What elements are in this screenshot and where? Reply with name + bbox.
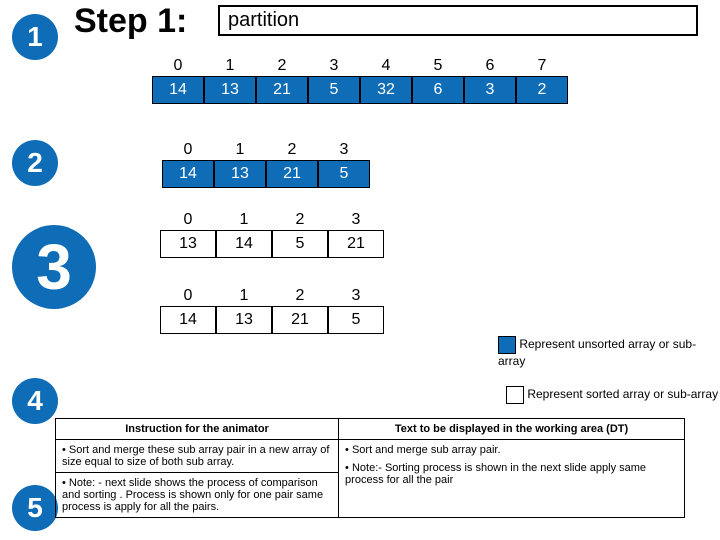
array-0-cell-3: 5 <box>308 76 360 104</box>
array-1-cell-1: 13 <box>214 160 266 188</box>
step-title: Step 1: <box>74 2 187 41</box>
array-3: 014 113 221 35 <box>160 286 384 334</box>
array-2-cell-3: 21 <box>328 230 384 258</box>
array-0-cell-6: 3 <box>464 76 516 104</box>
array-1-idx-3: 3 <box>340 140 349 160</box>
legend-sorted: Represent sorted array or sub-array <box>506 386 718 404</box>
instruction-table: Instruction for the animator Text to be … <box>55 418 685 518</box>
array-1-cell-3: 5 <box>318 160 370 188</box>
step-badge-4: 4 <box>12 378 58 424</box>
array-2: 013 114 25 321 <box>160 210 384 258</box>
array-0-idx-7: 7 <box>538 56 547 76</box>
legend-unsorted-label: Represent unsorted array or sub-array <box>498 337 696 368</box>
legend-swatch-sorted <box>506 386 524 404</box>
legend-swatch-unsorted <box>498 336 516 354</box>
array-3-cell-0: 14 <box>160 306 216 334</box>
instr-left-2: • Note: - next slide shows the process o… <box>56 473 339 518</box>
array-2-idx-2: 2 <box>296 210 305 230</box>
legend-sorted-label: Represent sorted array or sub-array <box>527 387 718 401</box>
array-0-idx-4: 4 <box>382 56 391 76</box>
array-3-cell-3: 5 <box>328 306 384 334</box>
array-3-idx-1: 1 <box>240 286 249 306</box>
step-badge-1: 1 <box>12 14 58 60</box>
array-3-idx-0: 0 <box>184 286 193 306</box>
array-0-cell-1: 13 <box>204 76 256 104</box>
instr-right-2: • Note:- Sorting process is shown in the… <box>345 462 678 486</box>
array-2-idx-1: 1 <box>240 210 249 230</box>
instr-right: • Sort and merge sub array pair. • Note:… <box>339 440 685 518</box>
step-badge-2: 2 <box>12 140 58 186</box>
array-2-idx-0: 0 <box>184 210 193 230</box>
array-0-idx-3: 3 <box>330 56 339 76</box>
array-0-idx-1: 1 <box>226 56 235 76</box>
instr-header-left: Instruction for the animator <box>56 419 339 440</box>
instr-header-right: Text to be displayed in the working area… <box>339 419 685 440</box>
array-1-idx-1: 1 <box>236 140 245 160</box>
array-2-cell-2: 5 <box>272 230 328 258</box>
array-2-cell-1: 14 <box>216 230 272 258</box>
step-badge-3: 3 <box>12 225 96 309</box>
array-1-idx-0: 0 <box>184 140 193 160</box>
array-0-idx-0: 0 <box>174 56 183 76</box>
array-3-idx-2: 2 <box>296 286 305 306</box>
array-3-cell-1: 13 <box>216 306 272 334</box>
instr-right-1: • Sort and merge sub array pair. <box>345 444 678 456</box>
partition-box: partition <box>218 5 698 36</box>
array-0-cell-4: 32 <box>360 76 412 104</box>
array-2-cell-0: 13 <box>160 230 216 258</box>
array-3-idx-3: 3 <box>352 286 361 306</box>
array-1: 014 113 221 35 <box>162 140 370 188</box>
array-0-cell-7: 2 <box>516 76 568 104</box>
array-0-idx-6: 6 <box>486 56 495 76</box>
array-0-idx-2: 2 <box>278 56 287 76</box>
legend-unsorted: Represent unsorted array or sub-array <box>498 336 720 368</box>
array-0-cell-2: 21 <box>256 76 308 104</box>
array-1-cell-0: 14 <box>162 160 214 188</box>
step-badge-5: 5 <box>12 485 58 531</box>
array-1-idx-2: 2 <box>288 140 297 160</box>
array-0-idx-5: 5 <box>434 56 443 76</box>
array-0-cell-0: 14 <box>152 76 204 104</box>
array-0-cell-5: 6 <box>412 76 464 104</box>
instr-left-1: • Sort and merge these sub array pair in… <box>56 440 339 473</box>
array-2-idx-3: 3 <box>352 210 361 230</box>
array-3-cell-2: 21 <box>272 306 328 334</box>
array-1-cell-2: 21 <box>266 160 318 188</box>
array-0: 01411322135432566372 <box>152 56 568 104</box>
